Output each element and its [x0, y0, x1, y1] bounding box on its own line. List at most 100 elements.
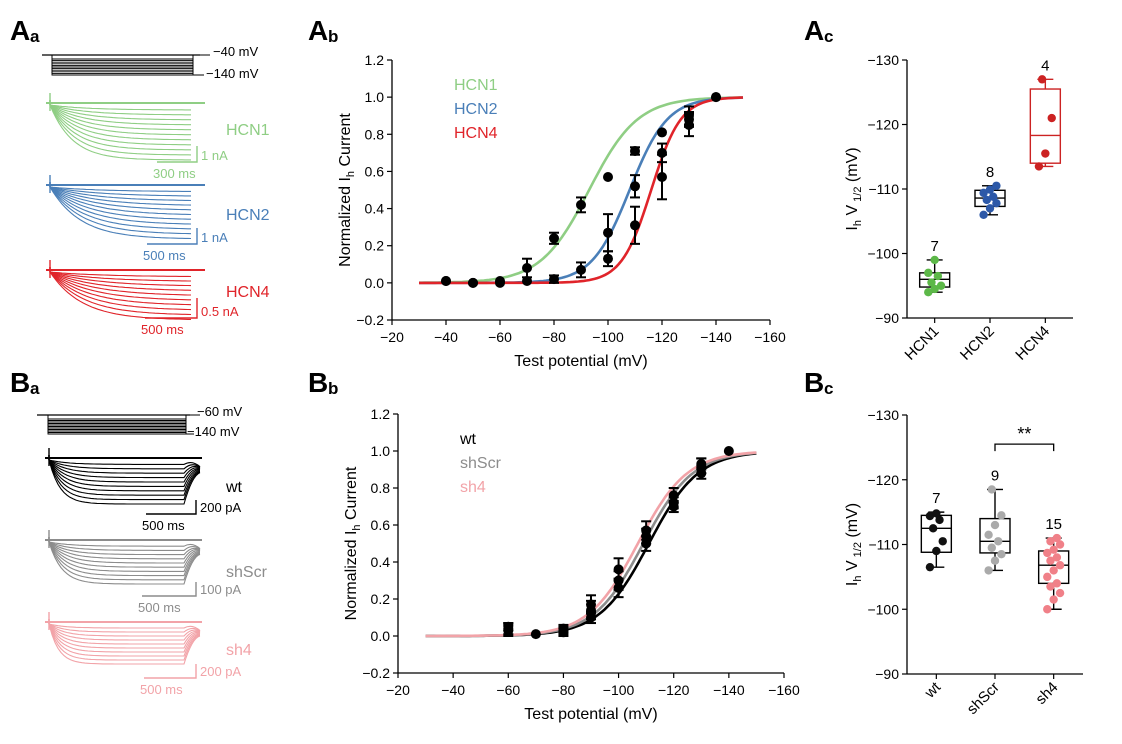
panel-label-Bc: B c — [804, 367, 833, 398]
y-tick-label: −100 — [867, 601, 899, 617]
y-axis-label-main: I — [844, 226, 861, 230]
current-trace-shScr — [48, 537, 201, 568]
y-tick-label: 0.2 — [365, 238, 385, 254]
data-point-wt — [935, 515, 944, 525]
y-axis-label-mid: V — [844, 560, 861, 575]
y-axis-label: Normalized Ih Current — [337, 113, 357, 267]
data-point-HCN2 — [979, 210, 988, 219]
data-point-HCN2 — [576, 264, 586, 275]
panel-subletter: b — [328, 27, 338, 46]
data-point-HCN1 — [924, 268, 933, 278]
protocol-step — [47, 415, 187, 421]
x-axis-label: Test potential (mV) — [514, 353, 647, 370]
current-trace-shScr — [48, 537, 201, 551]
current-trace-HCN2 — [49, 182, 191, 192]
data-point-HCN2 — [603, 253, 613, 264]
box-chart-Bc: −90 −100 −110 −120 −130 wt shScr sh4 Ih V 1/2 (m… — [844, 407, 1083, 718]
trace-label-sh4: sh4 — [226, 642, 252, 659]
current-trace-shScr — [48, 537, 201, 572]
current-trace-wt — [48, 455, 201, 468]
current-trace-wt — [48, 455, 201, 487]
current-trace-HCN2 — [49, 182, 192, 206]
current-trace-wt — [48, 455, 201, 505]
box-chart-Ac: −90 −100 −110 −120 −130 HCN1 HCN2 HCN4 Ih V 1/2 … — [844, 52, 1073, 364]
data-point-HCN4 — [1034, 162, 1044, 171]
y-tick-label: 0.2 — [371, 591, 391, 607]
panel-letter: B — [10, 367, 30, 398]
y-tick-label: 1.0 — [371, 443, 391, 459]
y-tick-label: −90 — [875, 310, 899, 326]
current-trace-shScr — [48, 537, 201, 577]
current-trace-HCN2 — [49, 182, 192, 211]
current-trace-HCN4 — [49, 267, 192, 306]
current-trace-shScr — [48, 537, 201, 585]
data-point-HCN1 — [603, 172, 613, 182]
panel-letter: A — [804, 15, 824, 46]
y-axis-label-subscript: h — [852, 220, 864, 226]
y-axis-label-subscript: h — [351, 524, 363, 530]
scale-bar-current: 0.5 nA — [201, 304, 239, 319]
panel-letter: A — [10, 15, 30, 46]
traces-panel-Aa: −40 mV −140 mV HCN1 1 nA 300 ms HCN2 1 nA 500… — [42, 44, 270, 337]
x-tick-label: HCN1 — [902, 323, 943, 364]
current-trace-HCN2 — [49, 182, 192, 235]
current-trace-sh4 — [48, 619, 201, 657]
data-point-shScr — [987, 485, 996, 494]
data-point-HCN1 — [930, 255, 939, 265]
y-axis-label-tail: (mV) — [844, 147, 861, 186]
panel-label-Ba: B a — [10, 367, 40, 398]
x-tick-label: HCN4 — [1012, 323, 1053, 364]
current-trace-HCN4 — [49, 267, 192, 316]
x-tick-label: −60 — [488, 329, 512, 345]
data-point-sh4 — [1043, 605, 1052, 614]
data-point-HCN2 — [549, 274, 559, 285]
legend-HCN4: HCN4 — [454, 125, 498, 142]
current-trace-wt — [48, 455, 201, 474]
data-point-wt — [932, 546, 941, 556]
protocol-top-label: −40 mV — [213, 44, 258, 59]
current-trace-wt — [48, 455, 201, 483]
data-point-HCN2 — [985, 185, 995, 194]
data-point-sh4 — [558, 623, 569, 634]
data-point-HCN2 — [495, 277, 505, 288]
current-trace-HCN1 — [49, 100, 191, 136]
data-point-HCN1 — [522, 263, 532, 273]
data-point-HCN2 — [989, 192, 998, 201]
scale-bar — [145, 298, 198, 319]
current-trace-shScr — [48, 537, 201, 560]
current-trace-HCN2 — [49, 182, 192, 216]
panel-label-Aa: A a — [10, 15, 40, 46]
panel-letter: B — [804, 367, 824, 398]
data-point-HCN1 — [924, 288, 933, 297]
y-tick-label: −120 — [867, 117, 899, 133]
current-trace-wt — [48, 455, 201, 470]
panel-subletter: b — [328, 379, 338, 398]
current-trace-HCN4 — [49, 267, 191, 296]
current-trace-HCN2 — [49, 182, 192, 202]
current-trace-shScr — [48, 537, 201, 564]
y-tick-label: −130 — [867, 407, 899, 423]
y-tick-label: 1.2 — [371, 406, 391, 422]
data-point-HCN2 — [979, 188, 988, 198]
scale-bar-current: 100 pA — [200, 582, 242, 597]
n-label-shScr: 9 — [991, 467, 999, 484]
scale-bar — [146, 500, 197, 515]
x-tick-label: −100 — [592, 329, 624, 345]
data-point-shScr — [613, 582, 624, 593]
data-point-sh4 — [1043, 548, 1052, 558]
data-point-shScr — [990, 520, 1000, 530]
data-point-sh4 — [1055, 540, 1065, 549]
y-axis-label: Ih V 1/2 (mV) — [844, 503, 864, 586]
current-trace-HCN1 — [49, 100, 191, 121]
current-trace-sh4 — [48, 619, 201, 637]
current-trace-sh4 — [48, 619, 201, 633]
y-tick-label: 0.6 — [365, 163, 385, 179]
data-point-HCN1 — [630, 146, 640, 156]
legend-HCN1: HCN1 — [454, 77, 498, 94]
panel-subletter: c — [824, 379, 833, 398]
current-trace-HCN1 — [49, 100, 191, 111]
scale-bar-current: 200 pA — [200, 500, 242, 515]
y-tick-label: 0.4 — [371, 554, 391, 570]
scale-bar — [142, 582, 197, 597]
current-trace-HCN2 — [49, 182, 192, 240]
